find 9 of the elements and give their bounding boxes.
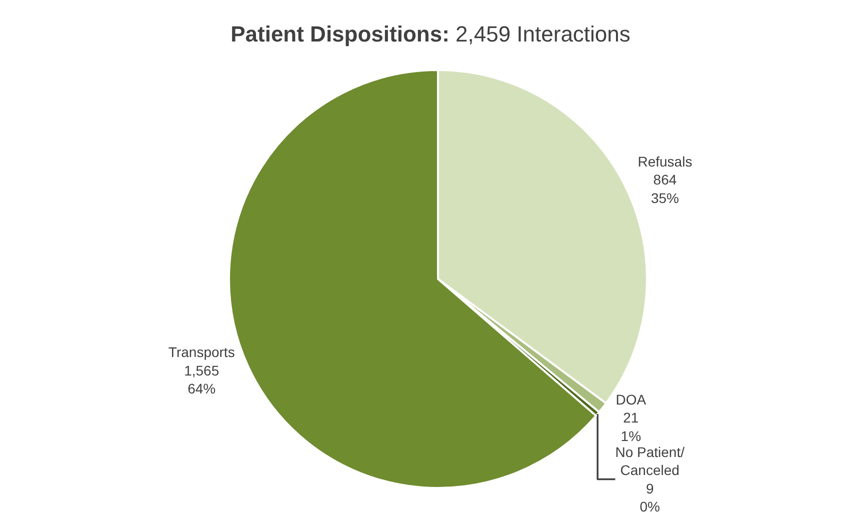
slice-label: No Patient/ Canceled [615, 444, 685, 478]
data-label: 9 0% [640, 480, 660, 514]
data-label: 21 1% [620, 410, 642, 444]
chart-title: Patient Dispositions: 2,459 Interactions [230, 21, 630, 46]
data-label: 1,565 64% [184, 362, 220, 397]
slice-label: Refusals [638, 153, 692, 170]
slice-label: Transports [168, 344, 235, 360]
data-label: 864 35% [650, 172, 679, 206]
slice-label: DOA [616, 391, 647, 408]
